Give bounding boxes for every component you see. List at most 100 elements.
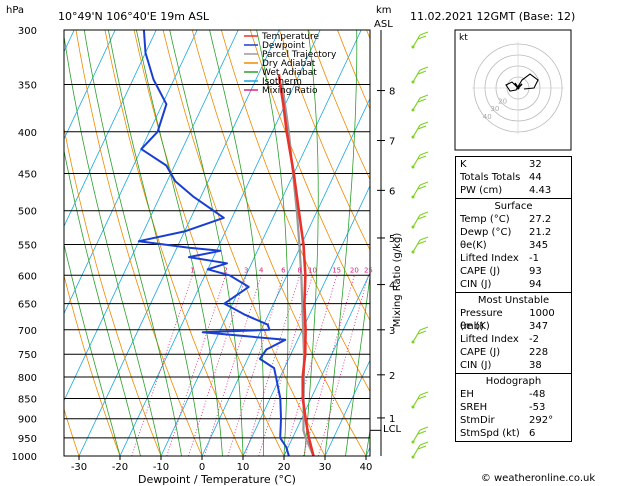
mixing-ratio-line [227,275,284,456]
km-tick-label: 2 [389,371,395,382]
table-row: CAPE (J) 93 [460,265,567,278]
row-key: SREH [460,402,488,413]
mixing-ratio-label: 2 [223,266,227,274]
most-unstable-title: Most Unstable [477,295,550,306]
profile-temperature [277,74,315,456]
pressure-tick-label: 800 [18,373,37,384]
mixing-ratio-label: 8 [297,266,301,274]
x-axis-label: Dewpoint / Temperature (°C) [138,473,296,486]
row-key: Pressure (mb) [460,308,503,332]
dry-adiabat-line [308,30,370,181]
mixing-ratio-line [244,275,300,456]
temp-tick-label: -30 [71,462,87,473]
row-key: θe(K) [460,240,487,251]
indices-table: K 32 Totals Totals 44 PW (cm) 4.43 Surface Te… [455,156,572,442]
wet-adiabat-line [324,30,358,456]
mixing-ratio-line [317,275,369,456]
profile-dewpoint [137,30,290,456]
pressure-tick-label: 450 [18,169,37,180]
temperature-tick-labels: -30 -20 -10 0 10 20 30 40 [71,456,372,473]
table-row: SREH -53 [460,401,567,414]
wet-adiabat-line [64,242,121,456]
indices-box: K 32 Totals Totals 44 PW (cm) 4.43 [455,156,572,199]
table-row: Dewp (°C) 21.2 [460,226,567,239]
lcl-label: LCL [383,424,402,435]
table-row: Lifted Index -2 [460,333,567,346]
row-value: 44 [529,172,542,183]
km-label: km [376,5,392,16]
row-value: -1 [529,253,539,264]
isotherm-line [64,30,75,53]
row-key: K [460,159,467,170]
row-value: 292° [529,415,554,426]
pressure-tick-label: 350 [18,81,37,92]
row-value: 32 [529,159,542,170]
temp-tick-label: 20 [278,462,291,473]
pressure-tick-label: 600 [18,271,37,282]
row-key: Lifted Index [460,253,519,264]
legend-entry: Parcel Trajectory [262,50,337,60]
hodograph-box: Hodograph EH -48 SREH -53 StmDir 292° StmSpd (… [455,374,572,442]
temp-tick-label: 30 [319,462,332,473]
row-value: 6 [529,428,536,439]
isotherm-line [119,30,321,456]
wet-adiabat-line [209,30,265,456]
mixing-ratio-line [188,275,247,456]
km-tick-label: 1 [389,414,395,425]
row-value: 93 [529,266,542,277]
row-key: EH [460,389,474,400]
table-row: Pressure (mb) 1000 [460,307,567,332]
dry-adiabat-line [279,30,370,251]
legend-entry: Mixing Ratio [262,86,318,96]
km-tick-label: 3 [389,326,395,337]
table-row: θe (K) 347 [460,320,567,333]
row-value: 228 [529,347,549,358]
km-axis: 8 7 6 5 4 3 2 1 [370,30,395,456]
isotherm-line [324,359,370,456]
dry-adiabat-line [75,30,203,456]
wind-barb [411,326,429,344]
row-value: -53 [529,402,546,413]
row-key: StmDir [460,415,495,426]
pressure-tick-labels: 300 350 400 450 500 550 600 650 700 750 800 850 900 9… [12,26,37,463]
wind-barb [411,211,429,229]
table-row: Temp (°C) 27.2 [460,213,567,226]
wind-barb [411,391,429,409]
row-value: 4.43 [529,185,552,196]
mixing-ratio-label: 1 [190,266,194,274]
km-tick-label: 5 [389,234,395,245]
mixing-ratio-label: 6 [281,266,286,274]
row-key: PW (cm) [460,185,503,196]
km-tick-label: 8 [389,87,395,98]
mixing-ratio-label: 20 [350,266,359,274]
hodograph-ring-label: 20 [498,97,507,105]
isobars [64,29,370,457]
row-key: CAPE (J) [460,347,501,358]
pressure-tick-label: 750 [18,350,37,361]
copyright: © weatheronline.co.uk [481,473,596,484]
table-row: θe(K) 345 [460,239,567,252]
row-value: 347 [529,321,549,332]
row-value: 38 [529,360,542,371]
surface-box: Surface Temp (°C) 27.2 Dewp (°C) 21.2 θe(K) 3… [455,199,572,293]
table-row: StmSpd (kt) 6 [460,427,567,440]
plot-frame [63,29,371,457]
wind-barb [411,121,429,139]
row-key: Totals Totals [460,172,521,183]
pressure-tick-label: 850 [18,394,37,405]
isotherm-line [64,30,116,140]
temp-tick-label: -20 [112,462,128,473]
legend-entry: Dry Adiabat [262,59,316,69]
hodograph-trace [505,73,539,92]
datetime-title: 11.02.2021 12GMT (Base: 12) [410,10,575,23]
location-title: 10°49'N 106°40'E 19m ASL [58,10,210,23]
row-key: Lifted Index [460,334,519,345]
table-row: K 32 [460,158,567,171]
row-key: Temp (°C) [460,214,510,225]
hodograph-title: Hodograph [485,376,542,387]
dry-adiabat-line [570,30,629,456]
asl-label: ASL [374,19,393,30]
table-row: Totals Totals 44 [460,171,567,184]
